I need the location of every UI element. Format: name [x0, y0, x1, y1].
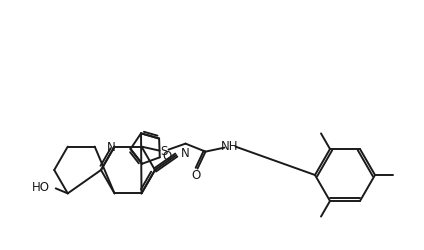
Text: N: N	[181, 146, 190, 160]
Text: S: S	[160, 145, 167, 158]
Text: HO: HO	[32, 181, 50, 194]
Text: O: O	[191, 169, 200, 182]
Text: N: N	[107, 141, 116, 154]
Text: O: O	[163, 150, 172, 163]
Text: NH: NH	[221, 140, 238, 153]
